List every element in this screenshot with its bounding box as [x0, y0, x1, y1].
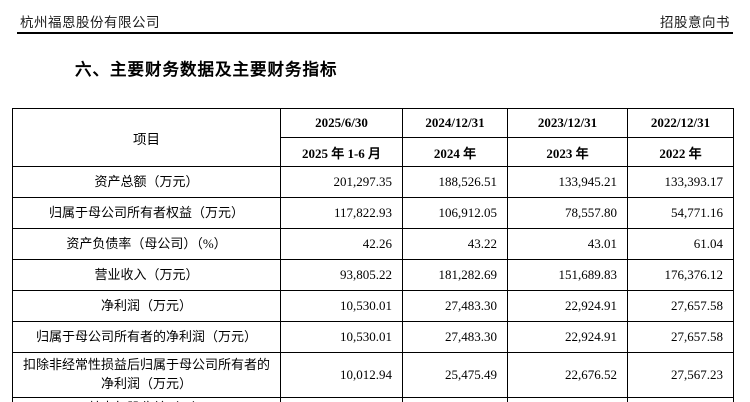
column-header-span: 2025 年 1-6 月: [280, 137, 403, 167]
row-value: 176,376.12: [627, 259, 734, 291]
row-value: 10,530.01: [280, 321, 403, 353]
column-header-span: 2024 年: [402, 137, 508, 167]
row-value: 43.01: [507, 228, 628, 260]
row-label: 归属于母公司所有者权益（万元）: [12, 197, 281, 229]
row-value: 61.04: [627, 228, 734, 260]
company-name: 杭州福恩股份有限公司: [20, 15, 160, 30]
row-value: 133,393.17: [627, 166, 734, 198]
row-label: 净利润（万元）: [12, 290, 281, 322]
row-value: 27,567.23: [627, 352, 734, 398]
document-type-label: 招股意向书: [660, 15, 730, 30]
column-header-date: 2023/12/31: [507, 108, 628, 138]
header-row-spans: 2025 年 1-6 月 2024 年 2023 年 2022 年: [13, 137, 734, 167]
row-value: [280, 396, 403, 402]
row-value: 27,483.30: [402, 321, 508, 353]
table-row: 基本每股收益（元）: [12, 396, 734, 402]
row-value: 117,822.93: [280, 197, 403, 229]
column-header-span: 2023 年: [507, 137, 628, 167]
table-row: 净利润（万元） 10,530.01 27,483.30 22,924.91 27,657…: [12, 290, 734, 322]
column-header-date: 2024/12/31: [402, 108, 508, 138]
row-value: 42.26: [280, 228, 403, 260]
column-header-item: 项目: [12, 108, 281, 167]
row-value: 188,526.51: [402, 166, 508, 198]
row-value: 181,282.69: [402, 259, 508, 291]
row-value: 201,297.35: [280, 166, 403, 198]
row-value: 93,805.22: [280, 259, 403, 291]
column-header-span: 2022 年: [627, 137, 734, 167]
column-header-date: 2025/6/30: [280, 108, 403, 138]
row-value: 22,676.52: [507, 352, 628, 398]
row-value: 54,771.16: [627, 197, 734, 229]
section-title: 六、主要财务数据及主要财务指标: [75, 61, 338, 79]
row-label: 扣除非经常性损益后归属于母公司所有者的净利润（万元）: [12, 352, 281, 398]
table-row: 归属于母公司所有者权益（万元） 117,822.93 106,912.05 78,55…: [12, 197, 734, 229]
header-row-dates: 项目 2025/6/30 2024/12/31 2023/12/31 2022/…: [12, 108, 734, 167]
row-label: 营业收入（万元）: [12, 259, 281, 291]
row-value: [627, 396, 734, 402]
row-value: 25,475.49: [402, 352, 508, 398]
column-header-date: 2022/12/31: [627, 108, 734, 138]
row-value: 43.22: [402, 228, 508, 260]
row-value: 22,924.91: [507, 321, 628, 353]
row-value: 78,557.80: [507, 197, 628, 229]
financial-data-table: 项目 2025/6/30 2024/12/31 2023/12/31 2022/…: [12, 108, 734, 402]
table-header: 项目 2025/6/30 2024/12/31 2023/12/31 2022/…: [12, 108, 734, 167]
table-row: 扣除非经常性损益后归属于母公司所有者的净利润（万元） 10,012.94 25,47…: [12, 352, 734, 398]
row-value: [402, 396, 508, 402]
table-body: 资产总额（万元） 201,297.35 188,526.51 133,945.21 13…: [12, 166, 734, 402]
row-value: 106,912.05: [402, 197, 508, 229]
table-row: 资产负债率（母公司）（%） 42.26 43.22 43.01 61.04: [12, 228, 734, 260]
row-label: 基本每股收益（元）: [12, 396, 281, 402]
row-value: 27,483.30: [402, 290, 508, 322]
row-value: 133,945.21: [507, 166, 628, 198]
document-header: 杭州福恩股份有限公司 招股意向书: [20, 11, 730, 31]
row-value: 10,012.94: [280, 352, 403, 398]
row-value: 22,924.91: [507, 290, 628, 322]
table-row: 营业收入（万元） 93,805.22 181,282.69 151,689.83 176…: [12, 259, 734, 291]
row-label: 资产总额（万元）: [12, 166, 281, 198]
row-value: [507, 396, 628, 402]
row-value: 10,530.01: [280, 290, 403, 322]
row-value: 151,689.83: [507, 259, 628, 291]
table-row: 归属于母公司所有者的净利润（万元） 10,530.01 27,483.30 22,92…: [12, 321, 734, 353]
row-value: 27,657.58: [627, 321, 734, 353]
row-label: 资产负债率（母公司）（%）: [12, 228, 281, 260]
row-label: 归属于母公司所有者的净利润（万元）: [12, 321, 281, 353]
row-value: 27,657.58: [627, 290, 734, 322]
header-rule-line: [17, 32, 733, 34]
table-row: 资产总额（万元） 201,297.35 188,526.51 133,945.21 13…: [12, 166, 734, 198]
